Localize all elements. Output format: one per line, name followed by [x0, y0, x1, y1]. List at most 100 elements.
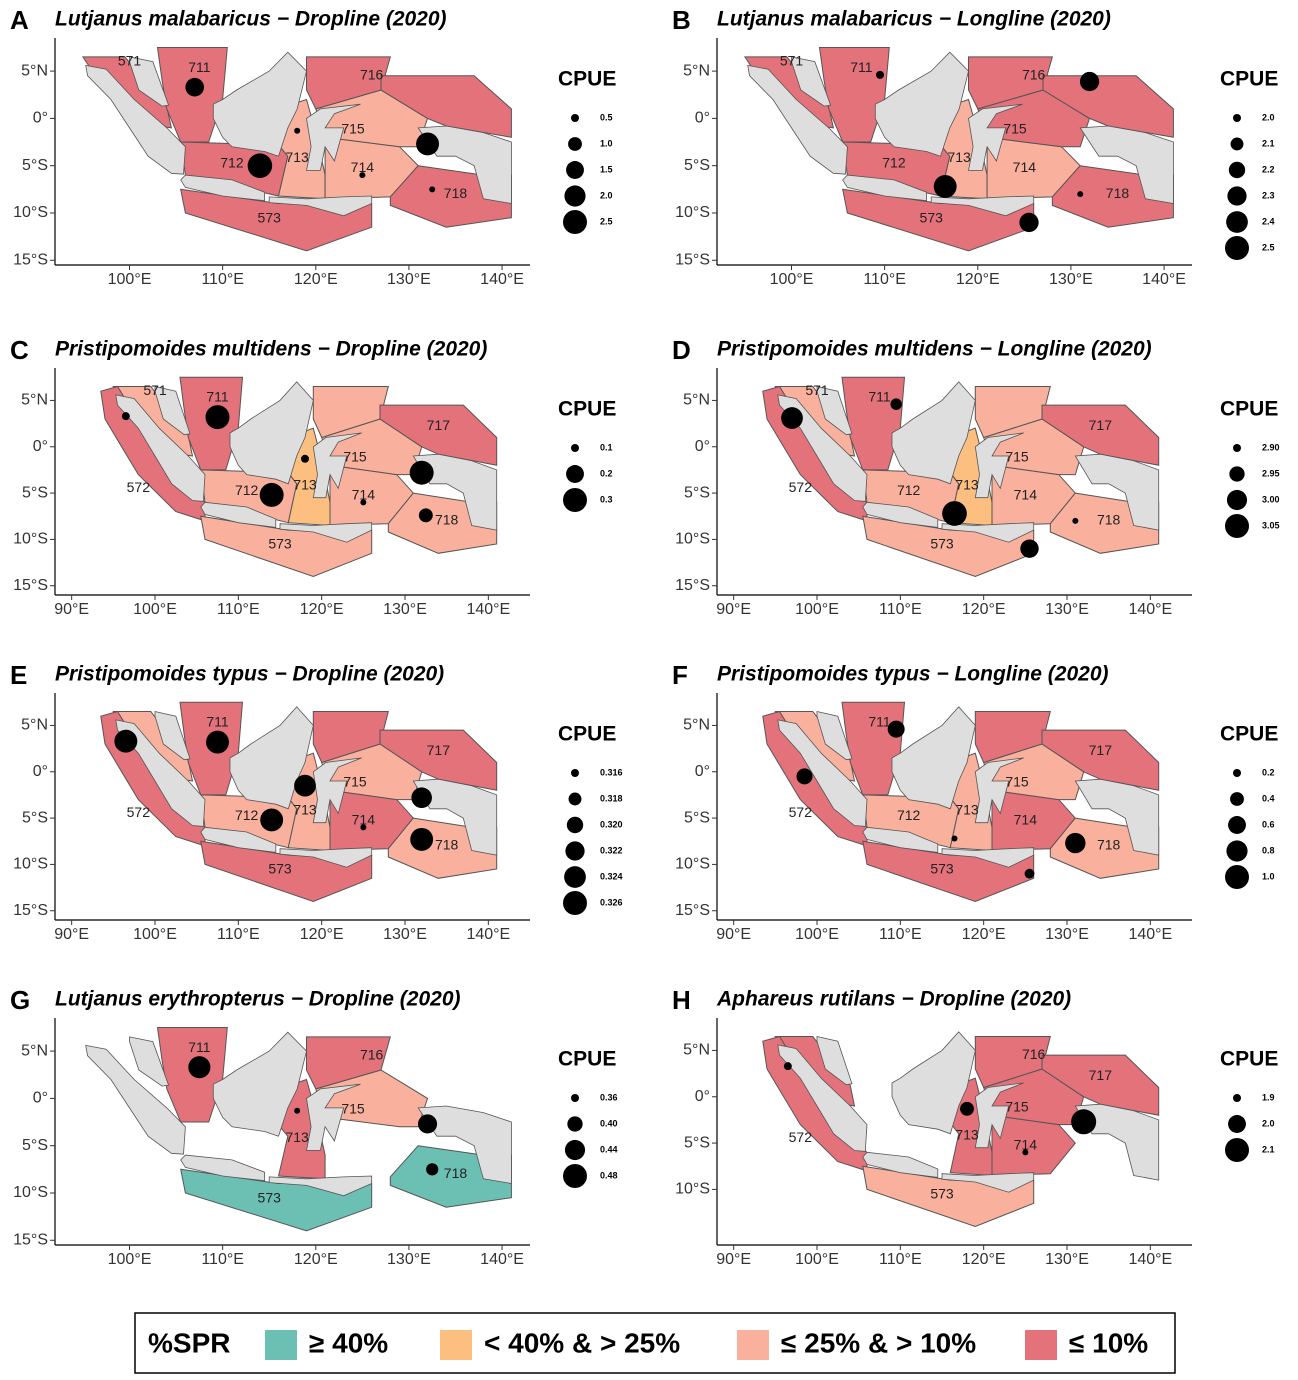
land — [180, 1154, 266, 1182]
region-label: 713 — [285, 149, 309, 165]
x-tick-label: 110°E — [879, 601, 922, 618]
region-label: 715 — [341, 1100, 365, 1116]
panel-letter: D — [672, 335, 691, 365]
panel-title: Pristipomoides multidens − Dropline (202… — [55, 338, 487, 361]
region-label: 715 — [343, 449, 367, 465]
region-label: 715 — [341, 120, 365, 136]
y-tick-label: 5°S — [22, 809, 48, 826]
cpue-legend-key — [564, 1139, 586, 1161]
x-tick-label: 140°E — [1128, 601, 1172, 618]
y-tick-label: 5°S — [22, 484, 48, 501]
region-label: 571 — [780, 52, 804, 68]
panel-letter: B — [672, 5, 691, 35]
region-label: 713 — [955, 476, 979, 492]
y-tick-label: 0° — [695, 1088, 710, 1105]
x-tick-label: 130°E — [1045, 926, 1089, 943]
region-label: 712 — [235, 807, 259, 823]
land — [200, 501, 277, 528]
region-label: 716 — [360, 67, 384, 83]
cpue-legend-label: 2.4 — [1262, 216, 1275, 226]
cpue-legend-title: CPUE — [558, 68, 616, 91]
cpue-legend-label: 0.324 — [600, 871, 623, 881]
cpue-bubble — [360, 499, 367, 506]
y-tick-label: 0° — [33, 1090, 48, 1107]
land — [115, 719, 206, 827]
x-tick-label: 110°E — [201, 1251, 244, 1268]
cpue-bubble — [260, 808, 284, 832]
y-tick-label: 5°S — [684, 809, 710, 826]
cpue-legend-key — [563, 891, 587, 915]
cpue-legend-title: CPUE — [1220, 1048, 1278, 1071]
cpue-legend-title: CPUE — [558, 723, 616, 746]
region-label: 713 — [285, 1129, 309, 1145]
spr-swatch — [737, 1330, 769, 1360]
region-label: 713 — [293, 801, 317, 817]
land — [312, 757, 362, 824]
cpue-bubble — [359, 172, 366, 179]
region-label: 717 — [1089, 742, 1113, 758]
x-tick-label: 100°E — [133, 601, 177, 618]
y-tick-label: 0° — [695, 763, 710, 780]
x-tick-label: 120°E — [956, 271, 1000, 288]
x-tick-label: 100°E — [108, 271, 152, 288]
y-tick-label: 0° — [33, 110, 48, 127]
region-label: 718 — [1106, 185, 1130, 201]
region-label: 713 — [947, 149, 971, 165]
region-label: 714 — [1014, 487, 1038, 503]
cpue-legend-key — [1225, 865, 1249, 889]
region-label: 718 — [1097, 837, 1121, 853]
y-tick-label: 10°S — [675, 531, 710, 548]
cpue-bubble — [301, 454, 309, 463]
region-label: 714 — [1014, 1137, 1038, 1153]
cpue-bubble — [1077, 191, 1084, 198]
y-tick-label: 15°S — [675, 902, 710, 919]
fma-region — [312, 711, 389, 764]
panel-letter: C — [10, 335, 29, 365]
cpue-legend-key — [1230, 792, 1244, 806]
y-tick-label: 5°N — [683, 1042, 710, 1059]
land — [268, 1175, 373, 1197]
x-tick-label: 120°E — [300, 926, 344, 943]
cpue-legend-label: 3.00 — [1262, 494, 1280, 504]
region-label: 573 — [268, 536, 292, 552]
cpue-legend-label: 1.0 — [600, 138, 613, 148]
cpue-bubble — [429, 186, 436, 193]
land — [891, 381, 976, 485]
cpue-legend-key — [1228, 161, 1246, 179]
cpue-bubble — [960, 1101, 974, 1116]
map — [100, 701, 498, 903]
cpue-legend-title: CPUE — [1220, 723, 1278, 746]
y-tick-label: 15°S — [675, 577, 710, 594]
y-tick-label: 5°N — [683, 392, 710, 409]
region-label: 573 — [930, 861, 954, 877]
cpue-legend-label: 0.318 — [600, 793, 623, 803]
cpue-bubble — [188, 1056, 211, 1079]
x-tick-label: 90°E — [54, 601, 89, 618]
x-tick-label: 90°E — [716, 1251, 751, 1268]
x-tick-label: 120°E — [294, 271, 338, 288]
y-tick-label: 0° — [33, 438, 48, 455]
land — [862, 826, 939, 853]
map — [100, 376, 498, 578]
panel-letter: G — [10, 985, 30, 1015]
fma-region — [974, 711, 1051, 764]
cpue-legend-key — [566, 816, 584, 834]
region-label: 571 — [805, 382, 829, 398]
cpue-bubble — [783, 1062, 792, 1071]
cpue-bubble — [942, 501, 967, 526]
land — [862, 1151, 939, 1178]
panel-letter: A — [10, 5, 29, 35]
y-tick-label: 10°S — [13, 856, 48, 873]
land — [1079, 125, 1174, 204]
land — [777, 719, 868, 827]
cpue-legend-label: 0.2 — [600, 468, 613, 478]
cpue-bubble — [294, 1107, 301, 1114]
land — [180, 174, 266, 202]
land — [747, 64, 848, 175]
land — [312, 432, 362, 499]
cpue-legend-label: 2.0 — [600, 190, 613, 200]
cpue-legend-label: 2.90 — [1262, 442, 1280, 452]
region-label: 711 — [188, 59, 211, 75]
y-tick-label: 5°S — [684, 157, 710, 174]
cpue-bubble — [1079, 71, 1100, 92]
